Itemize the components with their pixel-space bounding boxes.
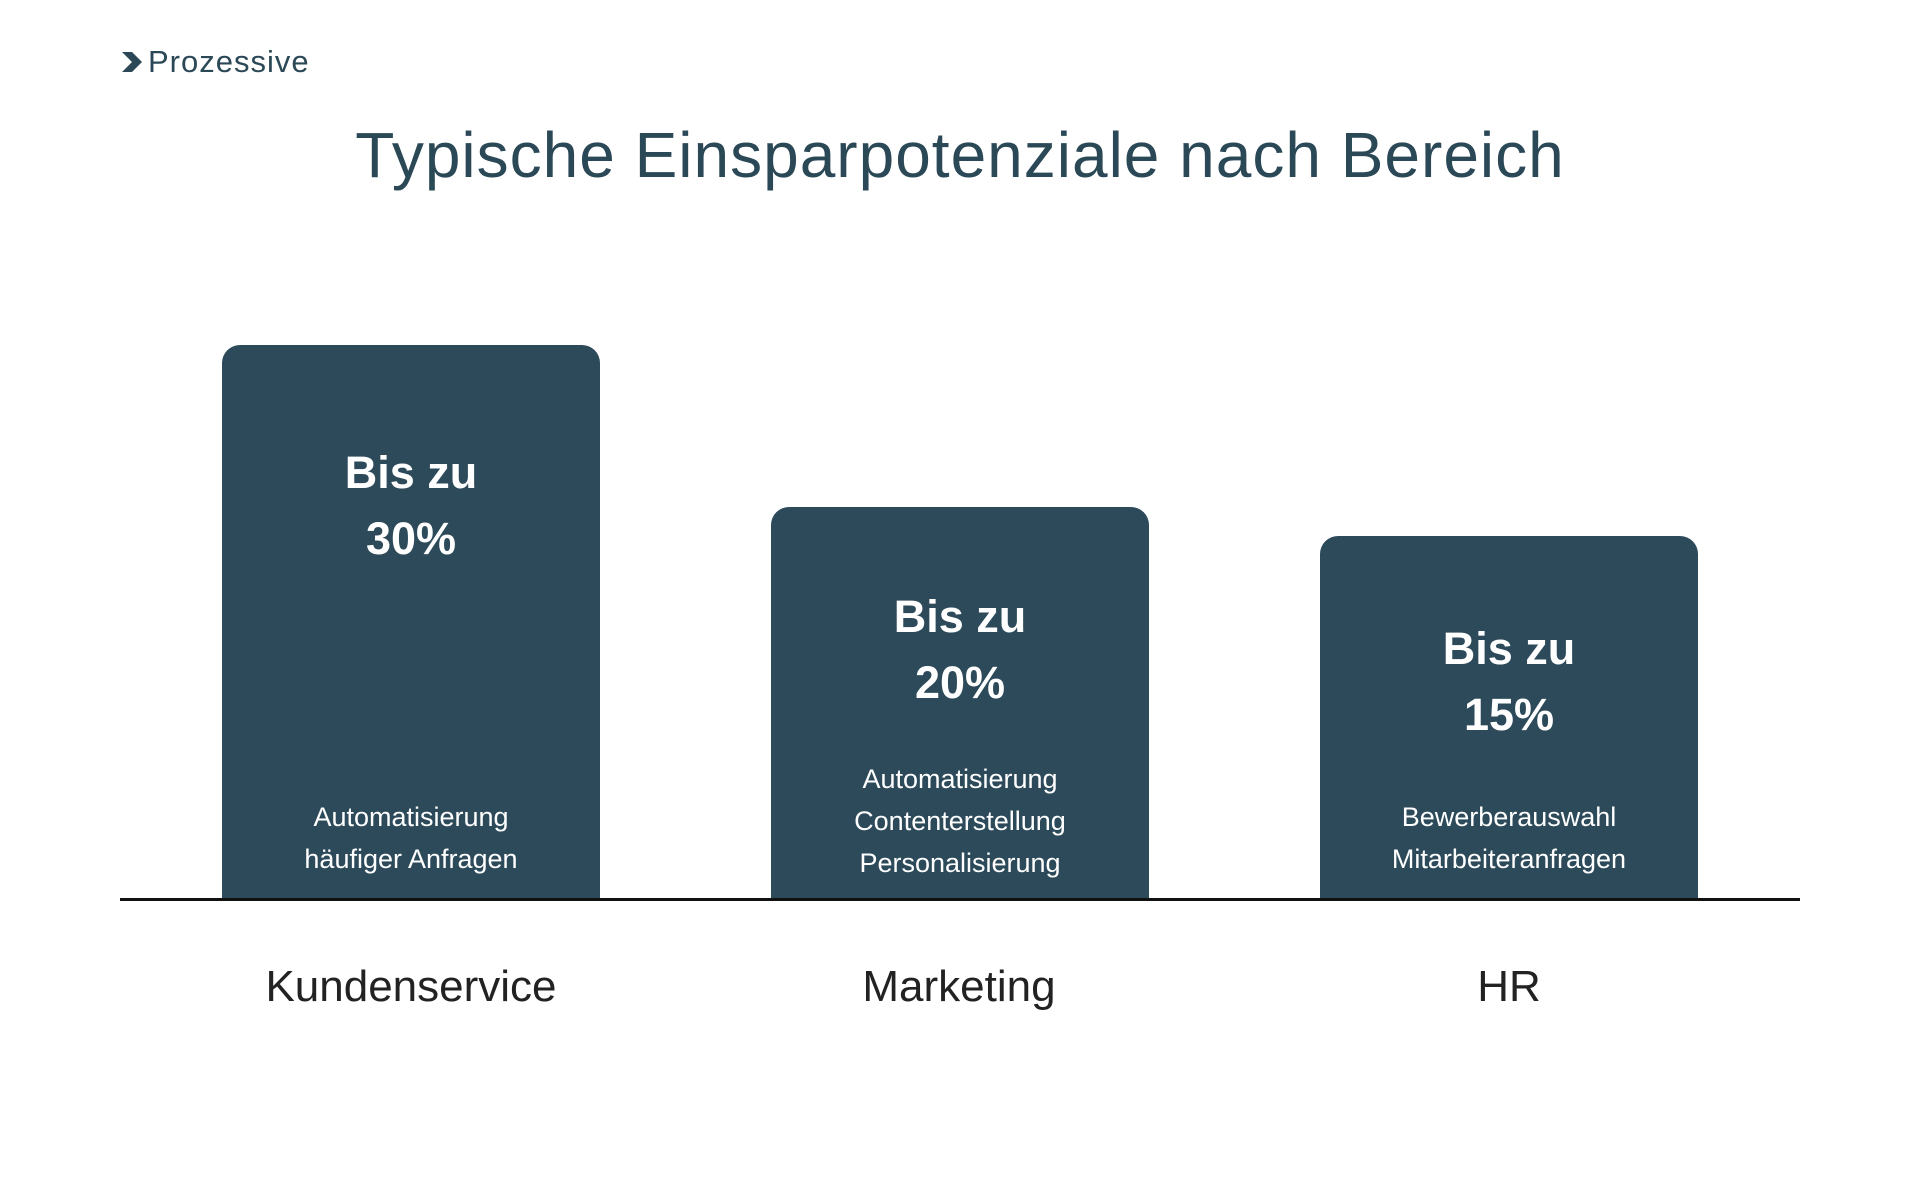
bar-value-label: Bis zu 20% [771, 584, 1149, 716]
value-prefix: Bis zu [344, 447, 478, 498]
description-line: Contenterstellung [854, 806, 1066, 836]
description-line: Personalisierung [859, 848, 1061, 878]
chevron-logo-icon [122, 52, 142, 72]
chart-title: Typische Einsparpotenziale nach Bereich [355, 119, 1565, 191]
logo: Prozessive [120, 44, 310, 80]
bar-value-label: Bis zu 30% [222, 440, 600, 572]
description-line: Bewerberauswahl [1401, 802, 1617, 832]
value-percent: 20% [914, 657, 1006, 708]
description-line: häufiger Anfragen [304, 844, 518, 874]
bar-description: Bewerberauswahl Mitarbeiteranfragen [1320, 796, 1698, 880]
description-line: Mitarbeiteranfragen [1391, 844, 1627, 874]
bar-description: Automatisierung häufiger Anfragen [222, 796, 600, 880]
category-label: HR [1477, 962, 1541, 1011]
bar-description: Automatisierung Contenterstellung Personal… [771, 758, 1149, 884]
bar-value-label: Bis zu 15% [1320, 616, 1698, 748]
description-line: Automatisierung [313, 802, 509, 832]
value-percent: 15% [1463, 689, 1555, 740]
value-prefix: Bis zu [893, 591, 1027, 642]
value-prefix: Bis zu [1442, 623, 1576, 674]
value-percent: 30% [365, 513, 457, 564]
description-line: Automatisierung [862, 764, 1058, 794]
x-axis-line [120, 898, 1800, 901]
bar-kundenservice: Bis zu 30% Automatisierung häufiger Anfrage… [222, 345, 600, 900]
category-label: Kundenservice [265, 962, 557, 1011]
category-label: Marketing [862, 962, 1056, 1011]
bar-hr: Bis zu 15% Bewerberauswahl Mitarbeiteranfra… [1320, 536, 1698, 900]
bar-marketing: Bis zu 20% Automatisierung Contenterstellun… [771, 507, 1149, 900]
logo-text: Prozessive [148, 44, 310, 79]
